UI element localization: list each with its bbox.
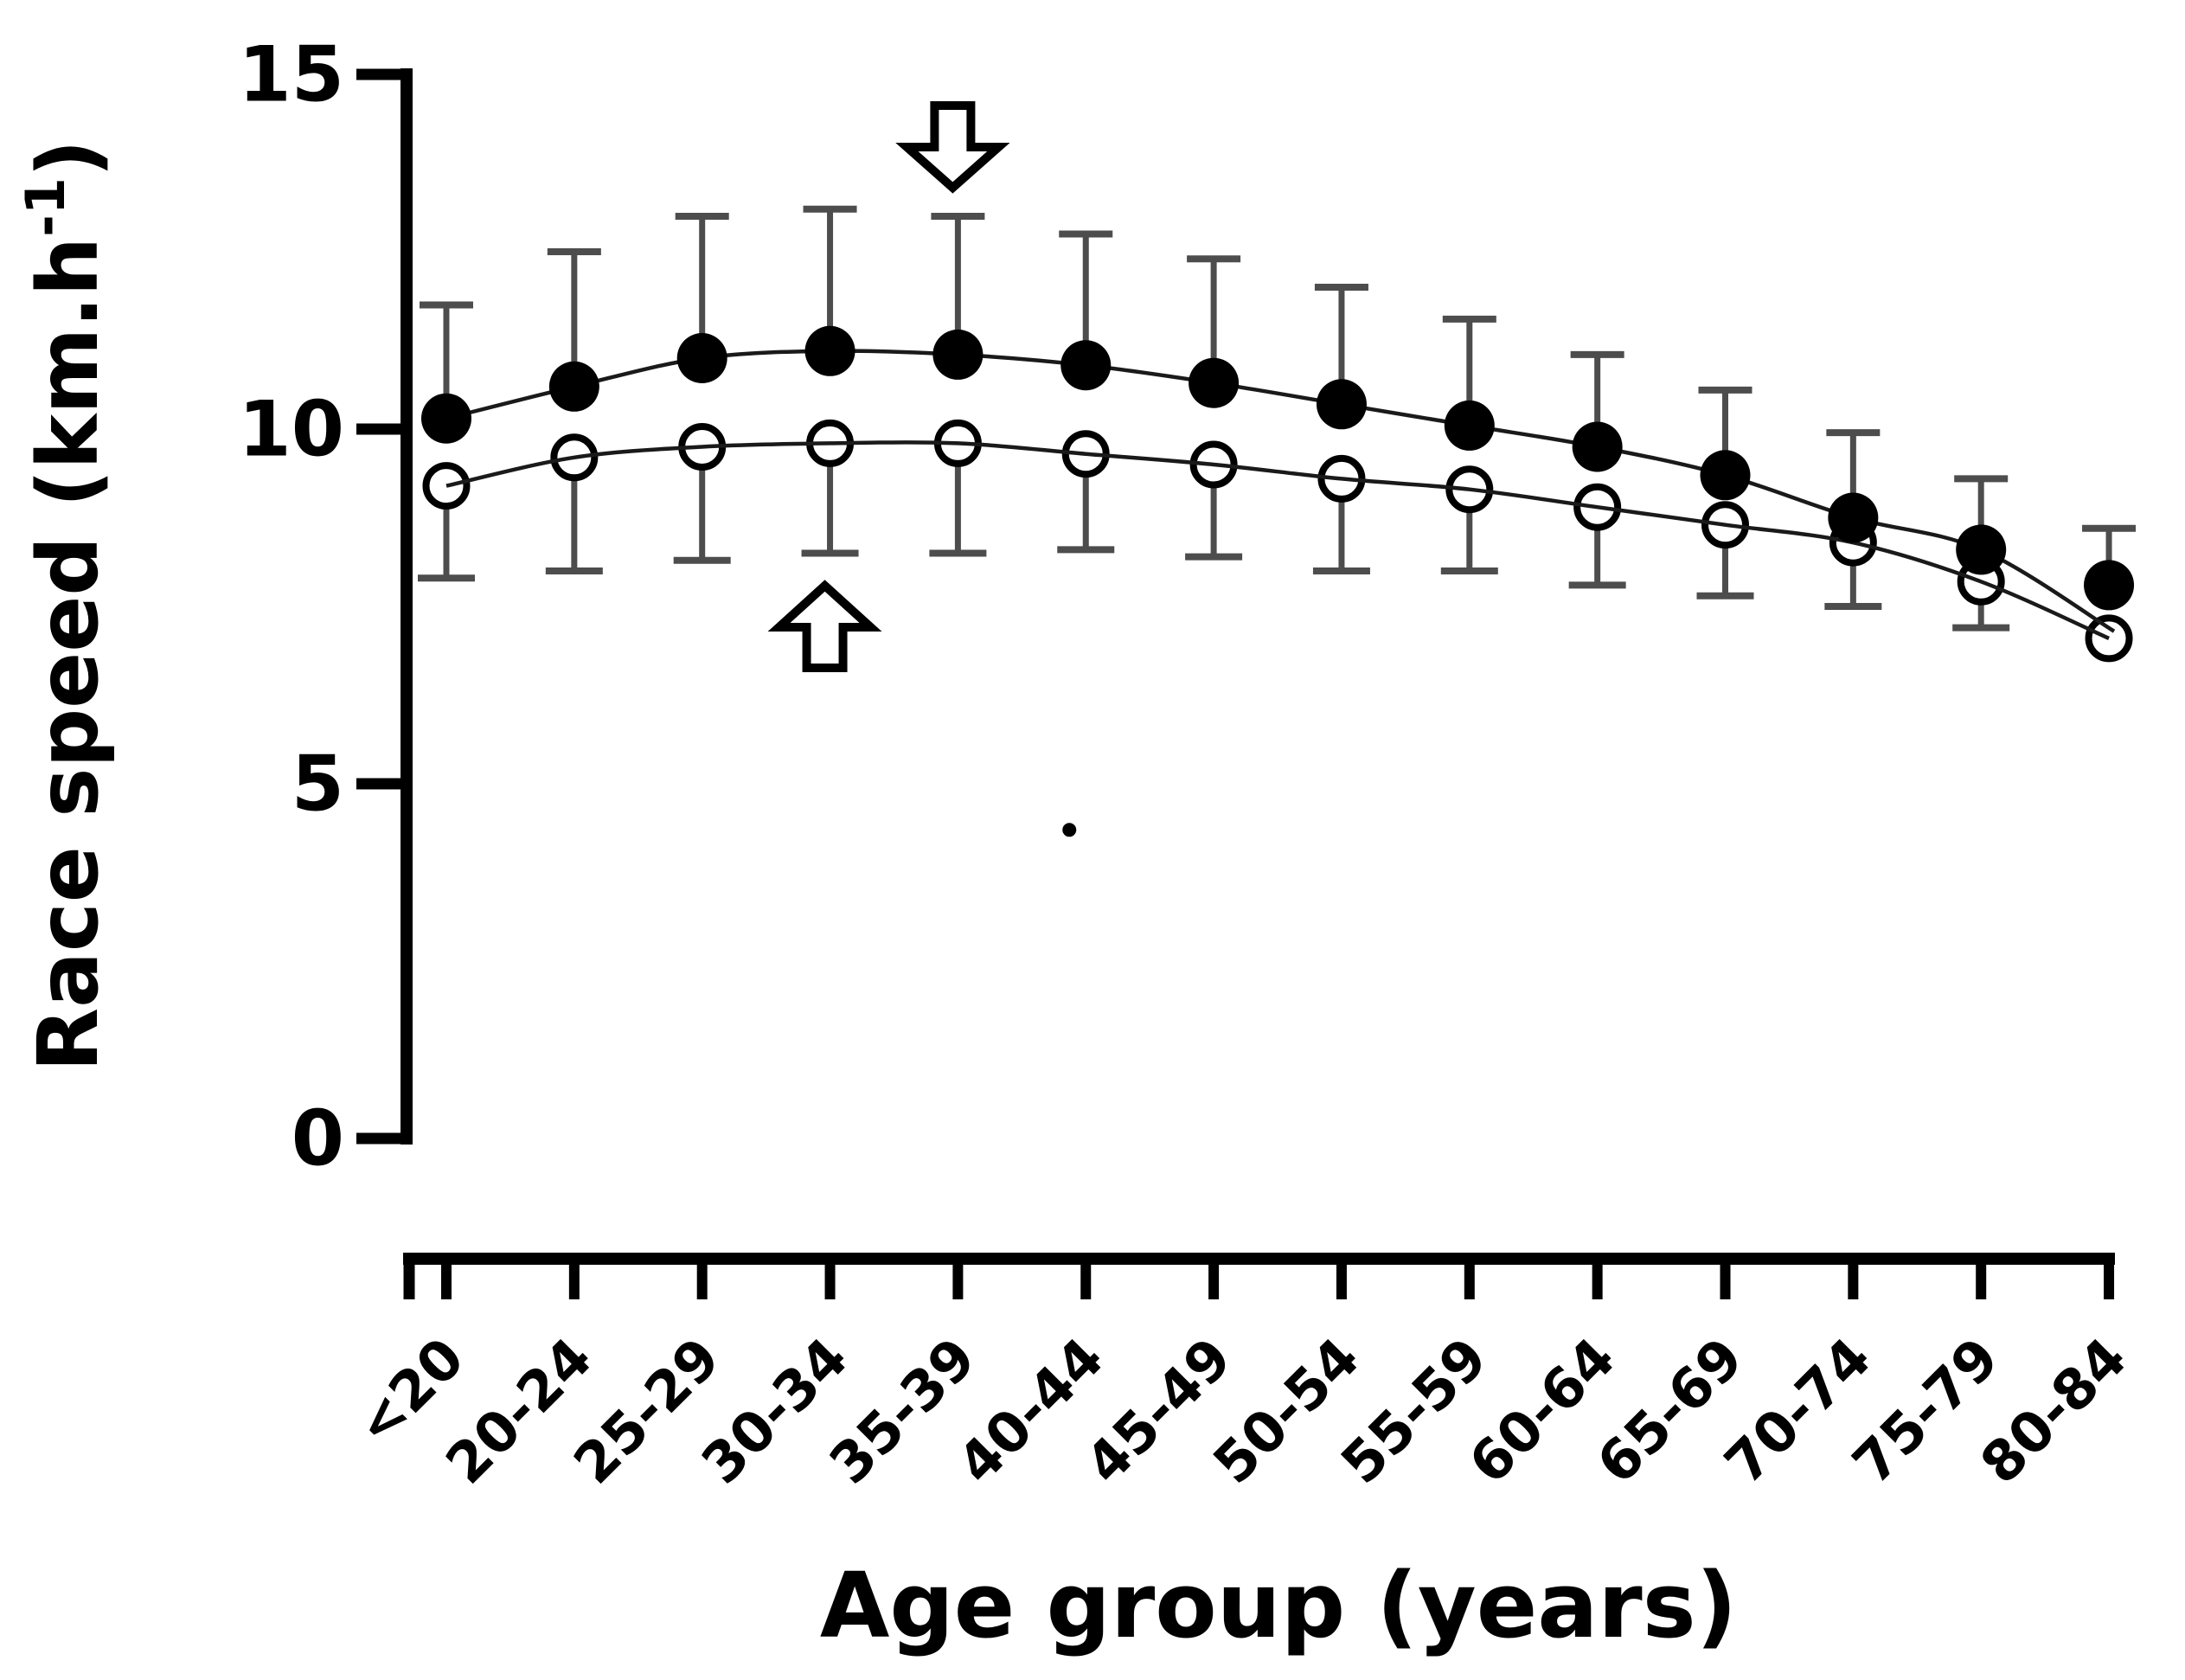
filled-circle-marker bbox=[676, 333, 727, 383]
stray-dot bbox=[1062, 823, 1077, 837]
filled-circle-marker bbox=[1316, 379, 1367, 430]
x-tick-label: 50-54 bbox=[1201, 1326, 1372, 1497]
filled-circle-series bbox=[421, 325, 2135, 611]
x-tick-label: 30-34 bbox=[690, 1326, 861, 1497]
annotations bbox=[767, 101, 1077, 837]
error-bars-filled-series bbox=[420, 205, 2137, 586]
y-tick-label: 15 bbox=[239, 30, 344, 119]
x-tick-label: 75-79 bbox=[1841, 1326, 2011, 1497]
y-tick-label: 5 bbox=[292, 740, 344, 829]
filled-circle-marker bbox=[1700, 450, 1751, 501]
filled-circle-marker bbox=[1444, 400, 1495, 451]
filled-circle-marker bbox=[804, 325, 855, 376]
y-tick-label: 10 bbox=[239, 385, 344, 474]
y-axis-title: Race speed (km.h-1) bbox=[14, 139, 117, 1072]
filled-circle-marker bbox=[1828, 492, 1879, 543]
y-axis: 0 5 10 15 Race speed (km.h-1) bbox=[14, 30, 413, 1183]
x-tick-label: 65-69 bbox=[1586, 1326, 1756, 1497]
filled-circle-marker bbox=[1060, 340, 1112, 391]
x-axis: <2020-2425-2930-3435-3940-4445-4950-5455… bbox=[344, 1253, 2139, 1658]
filled-circle-marker bbox=[1572, 421, 1623, 472]
x-tick-label: 80-84 bbox=[1969, 1326, 2139, 1497]
x-tick-label: 35-39 bbox=[818, 1326, 989, 1497]
fitted-curves bbox=[445, 349, 2116, 640]
open-series-curve bbox=[445, 440, 2110, 640]
filled-series-curve bbox=[445, 349, 2116, 633]
x-tick-label: 70-74 bbox=[1714, 1326, 1884, 1497]
filled-circle-marker bbox=[932, 329, 984, 380]
down-block-arrow-icon bbox=[895, 101, 1010, 194]
filled-circle-marker bbox=[1189, 357, 1240, 408]
filled-circle-marker bbox=[1956, 524, 2007, 575]
x-tick-label: 25-29 bbox=[562, 1326, 733, 1497]
x-tick-label: 40-44 bbox=[946, 1326, 1117, 1497]
filled-circle-marker bbox=[548, 361, 599, 412]
x-tick-label: 60-64 bbox=[1458, 1326, 1628, 1497]
up-block-arrow-icon bbox=[767, 580, 882, 672]
filled-circle-marker bbox=[2084, 560, 2135, 611]
x-tick-label: 20-24 bbox=[434, 1326, 605, 1497]
x-axis-title: Age group (years) bbox=[820, 1553, 1737, 1658]
x-tick-label: 45-49 bbox=[1073, 1326, 1244, 1497]
y-tick-label: 0 bbox=[292, 1094, 344, 1183]
x-tick-label: 55-59 bbox=[1330, 1326, 1500, 1497]
open-circle-series bbox=[422, 419, 2133, 663]
filled-circle-marker bbox=[421, 393, 471, 444]
